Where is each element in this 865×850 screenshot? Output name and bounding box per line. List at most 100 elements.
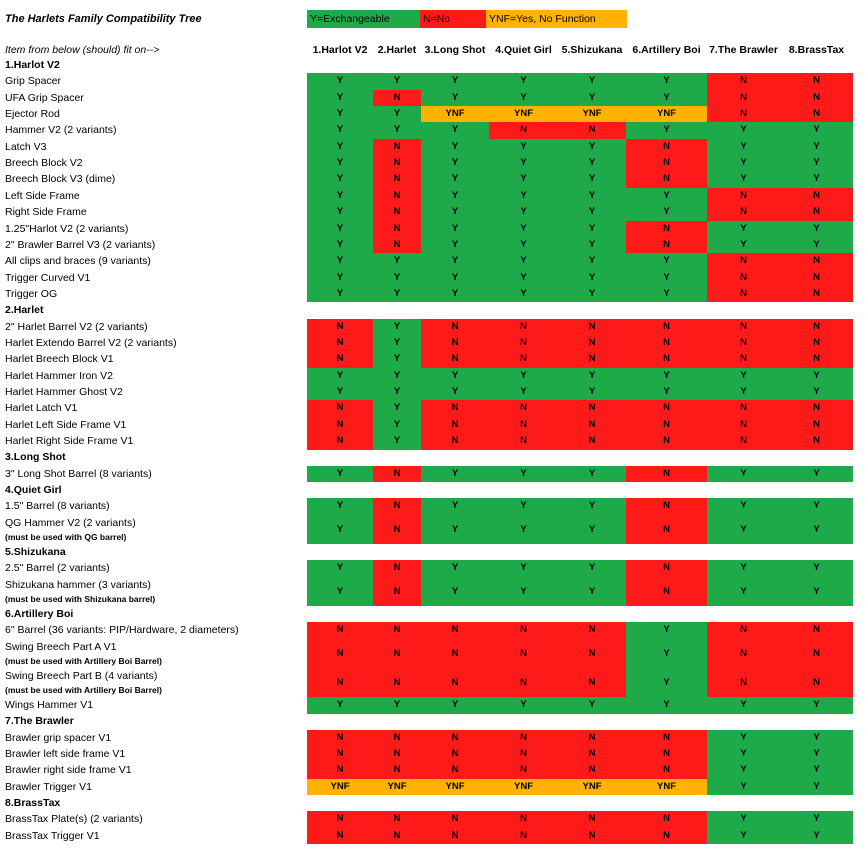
compat-cell: Y: [780, 811, 853, 828]
compat-cell: Y: [307, 367, 373, 385]
compat-cell: N: [307, 318, 373, 336]
compat-cell: N: [307, 416, 373, 434]
compat-cell: Y: [626, 384, 707, 401]
compat-cell: N: [558, 334, 626, 352]
item-label: QG Hammer V2 (2 variants): [5, 516, 136, 529]
compat-cell: Y: [626, 269, 707, 287]
compat-cell: Y: [707, 138, 780, 156]
compat-cell: N: [780, 187, 853, 205]
compat-cell: Y: [307, 106, 373, 123]
compat-cell: N: [707, 416, 780, 434]
compat-cell: Y: [489, 73, 558, 90]
section-heading: 3.Long Shot: [5, 451, 66, 464]
item-label: Right Side Frame: [5, 206, 87, 219]
item-label: BrassTax Plate(s) (2 variants): [5, 813, 143, 826]
compat-cell: N: [373, 667, 421, 697]
compat-cell: N: [421, 622, 489, 639]
compat-cell: Y: [421, 367, 489, 385]
compat-cell: N: [626, 576, 707, 606]
compat-cell: N: [373, 89, 421, 107]
compat-cell: Y: [421, 204, 489, 221]
compat-cell: Y: [307, 89, 373, 107]
compat-cell: Y: [780, 746, 853, 763]
compat-cell: Y: [489, 367, 558, 385]
compat-cell: YNF: [489, 106, 558, 123]
item-label: Harlet Right Side Frame V1: [5, 435, 134, 448]
compat-cell: N: [626, 498, 707, 515]
item-label: BrassTax Trigger V1: [5, 829, 100, 842]
compat-cell: N: [489, 827, 558, 845]
compat-cell: Y: [489, 138, 558, 156]
compat-cell: Y: [373, 433, 421, 450]
compat-cell: Y: [707, 498, 780, 515]
section-heading: 6.Artillery Boi: [5, 607, 74, 620]
compat-cell: N: [780, 416, 853, 434]
compat-cell: Y: [707, 762, 780, 779]
compat-cell: N: [489, 729, 558, 747]
item-note: (must be used with QG barrel): [5, 531, 127, 542]
column-header: 3.Long Shot: [424, 44, 486, 56]
compat-cell: Y: [558, 498, 626, 515]
compat-cell: Y: [626, 73, 707, 90]
item-label: Swing Breech Part A V1: [5, 640, 117, 653]
compat-cell: Y: [373, 351, 421, 368]
compat-cell: N: [780, 318, 853, 336]
compat-cell: N: [707, 318, 780, 336]
compat-cell: N: [707, 253, 780, 270]
compat-cell: Y: [626, 204, 707, 221]
compat-cell: Y: [373, 334, 421, 352]
item-note: (must be used with Artillery Boi Barrel): [5, 655, 162, 666]
compat-cell: Y: [780, 514, 853, 544]
compat-cell: N: [707, 433, 780, 450]
compat-cell: N: [489, 122, 558, 139]
item-label: Shizukana hammer (3 variants): [5, 578, 151, 591]
compat-cell: N: [780, 253, 853, 270]
compat-cell: N: [780, 285, 853, 303]
compat-cell: Y: [307, 171, 373, 188]
compat-cell: Y: [707, 811, 780, 828]
compat-cell: N: [558, 746, 626, 763]
compat-cell: Y: [489, 89, 558, 107]
compat-cell: Y: [780, 384, 853, 401]
compat-cell: N: [373, 811, 421, 828]
compat-cell: Y: [558, 465, 626, 483]
compat-cell: N: [373, 220, 421, 237]
compat-cell: Y: [558, 73, 626, 90]
compat-cell: Y: [307, 187, 373, 205]
compat-cell: Y: [558, 138, 626, 156]
compat-cell: Y: [626, 285, 707, 303]
compat-cell: Y: [421, 269, 489, 287]
compat-cell: N: [489, 667, 558, 697]
compat-cell: Y: [421, 465, 489, 483]
compat-cell: Y: [421, 171, 489, 188]
compat-cell: N: [780, 667, 853, 697]
compat-cell: N: [780, 89, 853, 107]
compat-cell: N: [373, 498, 421, 515]
compat-cell: N: [626, 746, 707, 763]
compat-cell: Y: [780, 560, 853, 577]
compat-cell: N: [307, 746, 373, 763]
compat-cell: N: [307, 811, 373, 828]
compat-cell: N: [626, 762, 707, 779]
section-heading: 8.BrassTax: [5, 797, 61, 810]
compat-cell: Y: [373, 122, 421, 139]
compat-cell: Y: [626, 697, 707, 714]
compat-cell: Y: [373, 285, 421, 303]
item-label: Breech Block V3 (dime): [5, 173, 116, 186]
compat-cell: N: [780, 638, 853, 668]
item-label: Harlet Hammer Iron V2: [5, 369, 113, 382]
compat-cell: Y: [707, 576, 780, 606]
compat-cell: Y: [780, 697, 853, 714]
compat-cell: N: [373, 560, 421, 577]
compat-cell: N: [421, 351, 489, 368]
compat-cell: Y: [373, 384, 421, 401]
compat-cell: Y: [780, 762, 853, 779]
compat-cell: Y: [780, 729, 853, 747]
item-label: Ejector Rod: [5, 108, 60, 121]
compat-cell: N: [558, 400, 626, 417]
compat-cell: Y: [489, 514, 558, 544]
compat-cell: Y: [307, 498, 373, 515]
compat-cell: N: [489, 334, 558, 352]
compat-cell: N: [707, 106, 780, 123]
